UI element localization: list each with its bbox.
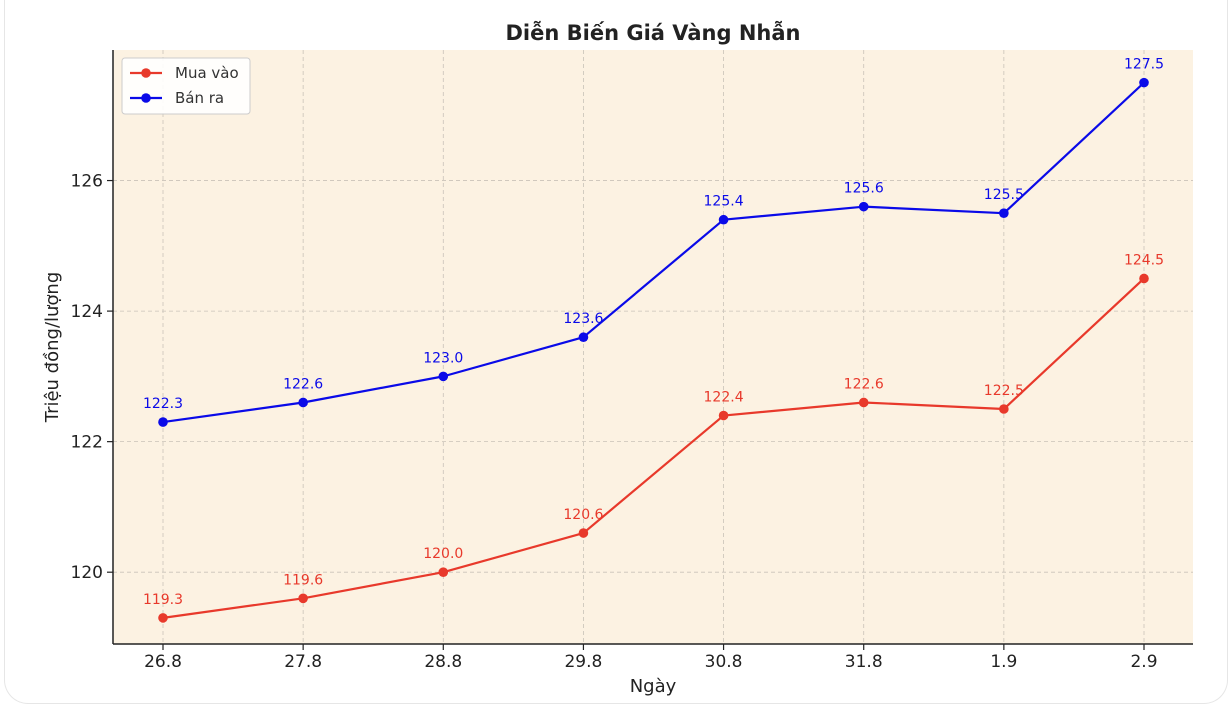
data-label: 124.5 — [1124, 252, 1164, 268]
data-label: 119.3 — [143, 592, 183, 608]
legend-label: Mua vào — [175, 64, 239, 82]
data-label: 125.4 — [704, 194, 744, 210]
data-point — [578, 528, 589, 538]
x-axis-label: Ngày — [630, 676, 677, 697]
data-point — [298, 593, 308, 604]
x-tick-label: 1.9 — [990, 652, 1017, 672]
data-point — [438, 371, 449, 382]
x-tick-label: 31.8 — [845, 652, 883, 672]
data-point — [999, 208, 1009, 218]
x-tick-label: 29.8 — [564, 652, 602, 672]
data-label: 125.5 — [984, 187, 1024, 203]
y-tick-label: 122 — [71, 433, 103, 453]
legend-marker — [141, 68, 151, 78]
grid-lines — [113, 50, 1193, 644]
plot-background — [113, 50, 1193, 644]
legend-label: Bán ra — [175, 89, 224, 107]
data-label: 127.5 — [1124, 57, 1164, 73]
x-tick-label: 28.8 — [424, 652, 462, 672]
y-tick-label: 120 — [71, 563, 103, 583]
data-label: 123.0 — [423, 350, 463, 366]
series-lines — [158, 77, 1149, 623]
series-line-1 — [162, 277, 1145, 619]
data-label: 120.0 — [423, 546, 463, 562]
data-label: 125.6 — [844, 181, 884, 197]
data-point — [858, 397, 869, 408]
data-point — [1139, 77, 1149, 88]
data-label: 119.6 — [283, 572, 323, 588]
legend-marker — [141, 93, 151, 103]
x-tick-label: 30.8 — [705, 652, 743, 672]
y-axis-label: Triệu đồng/lượng — [42, 272, 63, 424]
data-point — [438, 567, 449, 577]
data-point — [858, 201, 869, 212]
chart-title: Diễn Biến Giá Vàng Nhẫn — [506, 21, 801, 45]
data-label: 122.6 — [283, 376, 323, 392]
data-label: 122.6 — [844, 376, 884, 392]
data-point — [999, 404, 1009, 414]
x-tick-label: 2.9 — [1130, 652, 1157, 672]
data-point — [298, 397, 308, 408]
data-point — [718, 214, 729, 225]
y-tick-label: 124 — [71, 302, 103, 322]
data-label: 122.5 — [984, 383, 1024, 399]
series-line-2 — [162, 81, 1145, 424]
data-label: 122.4 — [704, 390, 744, 406]
data-point — [1139, 273, 1149, 284]
y-tick-label: 126 — [71, 172, 103, 192]
legend: Mua vào Bán ra — [121, 57, 251, 115]
x-tick-label: 26.8 — [144, 652, 182, 672]
data-label: 123.6 — [563, 311, 603, 327]
data-point — [158, 417, 168, 427]
data-labels: 119.3 119.6 120.0 120.6 122.4 122.6 122.5 124.5… — [143, 57, 1164, 608]
axes: 26.8 27.8 28.8 29.8 30.8 31.8 1.9 2.9 120 122 124 1… — [71, 50, 1193, 672]
x-tick-label: 27.8 — [284, 652, 322, 672]
data-label: 120.6 — [563, 507, 603, 523]
data-point — [718, 410, 729, 421]
data-point — [578, 332, 589, 343]
data-label: 122.3 — [143, 396, 183, 412]
data-point — [158, 613, 168, 623]
